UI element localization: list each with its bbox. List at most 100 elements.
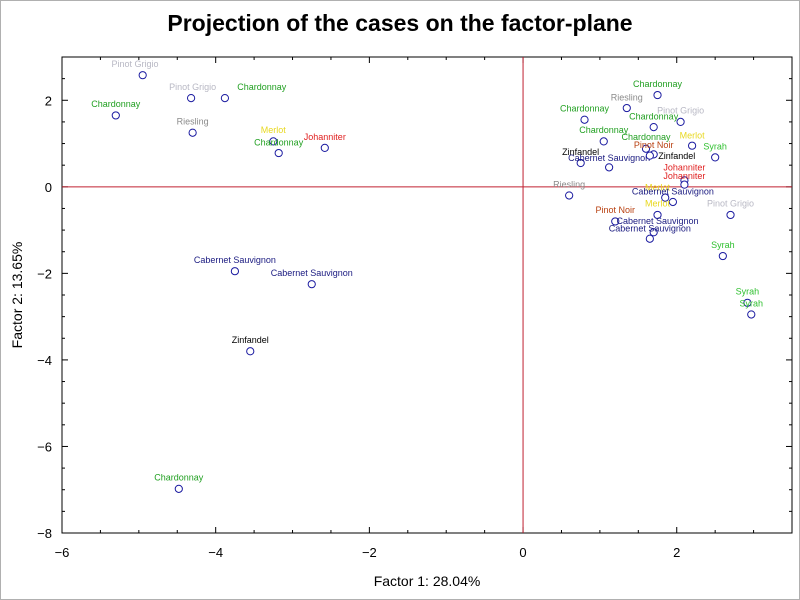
- point-label: Merlot: [645, 199, 671, 209]
- data-point: Chardonnay: [254, 137, 304, 158]
- point-label: Zinfandel: [232, 335, 269, 345]
- x-tick-label: −4: [208, 545, 223, 560]
- point-marker: [580, 115, 589, 124]
- point-label: Cabernet Sauvignon: [271, 268, 353, 278]
- point-marker: [246, 347, 255, 356]
- y-tick-label: −4: [37, 353, 52, 368]
- point-label: Pinot Grigio: [657, 106, 704, 116]
- data-point: Pinot Grigio: [707, 199, 754, 220]
- point-label: Chardonnay: [560, 104, 610, 114]
- point-marker: [653, 210, 662, 220]
- data-point: Zinfandel: [645, 151, 695, 161]
- data-point: Chardonnay: [154, 473, 204, 493]
- x-tick-label: 0: [519, 545, 526, 560]
- point-label: Syrah: [736, 287, 760, 297]
- point-marker: [307, 280, 316, 289]
- point-marker: [649, 228, 658, 237]
- point-marker: [743, 298, 752, 307]
- point-label: Syrah: [711, 240, 735, 250]
- point-marker: [565, 191, 574, 200]
- plot-area: [61, 56, 793, 534]
- y-tick-label: −6: [37, 439, 52, 454]
- point-label: Chardonnay: [633, 79, 683, 89]
- point-label: Zinfandel: [658, 151, 695, 161]
- data-point: Merlot: [645, 182, 671, 202]
- point-marker: [653, 90, 662, 100]
- data-point: Riesling: [177, 117, 209, 137]
- data-point: Johanniter: [663, 171, 705, 189]
- point-marker: [645, 234, 654, 243]
- point-marker: [688, 141, 697, 150]
- data-point: Riesling: [611, 92, 643, 113]
- point-label: Pinot Grigio: [169, 82, 216, 92]
- x-axis-title: Factor 1: 28.04%: [374, 573, 481, 589]
- point-marker: [274, 148, 283, 158]
- data-point: Cabernet Sauvignon: [568, 153, 650, 172]
- point-marker: [138, 71, 147, 80]
- y-tick-label: −2: [37, 266, 52, 281]
- point-marker: [230, 267, 239, 276]
- data-point: Merlot: [261, 125, 287, 146]
- point-label: Merlot: [261, 125, 287, 135]
- point-label: Johanniter: [304, 132, 346, 142]
- point-label: Merlot: [645, 182, 671, 192]
- data-point: Pinot Grigio: [169, 82, 216, 103]
- point-label: Syrah: [703, 142, 727, 152]
- data-point: Cabernet Sauvignon: [271, 268, 353, 289]
- data-point: Cabernet Sauvignon: [609, 223, 691, 243]
- point-marker: [661, 193, 670, 202]
- data-point: Chardonnay: [91, 99, 141, 120]
- data-point: Pinot Noir: [596, 205, 636, 226]
- chart-title: Projection of the cases on the factor-pl…: [167, 10, 633, 36]
- point-marker: [718, 251, 727, 261]
- point-marker: [747, 310, 756, 319]
- x-tick-label: 2: [673, 545, 680, 560]
- point-label: Pinot Grigio: [707, 199, 754, 209]
- data-point: Syrah: [711, 240, 735, 261]
- point-label: Cabernet Sauvignon: [568, 153, 650, 163]
- point-label: Chardonnay: [254, 137, 304, 147]
- point-label: Pinot Grigio: [111, 59, 158, 69]
- data-point: Chardonnay: [579, 125, 629, 146]
- y-axis-title: Factor 2: 13.65%: [9, 242, 25, 349]
- point-label: Chardonnay: [579, 125, 629, 135]
- point-marker: [320, 143, 329, 152]
- point-label: Chardonnay: [629, 111, 679, 121]
- data-point: Cabernet Sauvignon: [616, 216, 699, 237]
- point-label: Chardonnay: [154, 473, 204, 483]
- reference-lines: [62, 57, 792, 533]
- data-point: Cabernet Sauvignon: [194, 255, 276, 276]
- data-point: Zinfandel: [232, 335, 269, 356]
- data-point: Pinot Grigio: [111, 59, 159, 80]
- point-marker: [645, 151, 654, 160]
- point-label: Chardonnay: [621, 132, 671, 142]
- y-tick-label: 2: [45, 93, 52, 108]
- point-marker: [726, 210, 735, 220]
- point-marker: [711, 153, 720, 162]
- point-marker: [576, 158, 585, 168]
- point-marker: [186, 94, 196, 103]
- point-label: Syrah: [740, 298, 764, 308]
- point-label: Riesling: [611, 92, 643, 102]
- data-point: Chardonnay: [560, 104, 610, 124]
- point-marker: [680, 180, 689, 189]
- point-marker: [649, 123, 658, 132]
- point-label: Cabernet Sauvignon: [194, 255, 276, 265]
- point-marker: [174, 484, 183, 493]
- data-point: Chardonnay: [633, 79, 683, 100]
- data-point: Riesling: [553, 180, 585, 200]
- x-tick-label: −2: [362, 545, 377, 560]
- data-point: Syrah: [703, 142, 727, 162]
- data-point: Chardonnay: [621, 132, 671, 153]
- point-marker: [605, 163, 614, 172]
- point-label: Cabernet Sauvignon: [632, 187, 714, 197]
- data-point: Syrah: [736, 287, 760, 307]
- point-label: Pinot Noir: [596, 205, 636, 215]
- point-marker: [220, 94, 230, 103]
- point-label: Johanniter: [663, 162, 705, 172]
- data-point: Merlot: [680, 130, 705, 150]
- point-marker: [641, 144, 651, 153]
- point-label: Chardonnay: [91, 99, 141, 109]
- data-point: Syrah: [740, 298, 764, 319]
- point-label: Chardonnay: [237, 82, 287, 92]
